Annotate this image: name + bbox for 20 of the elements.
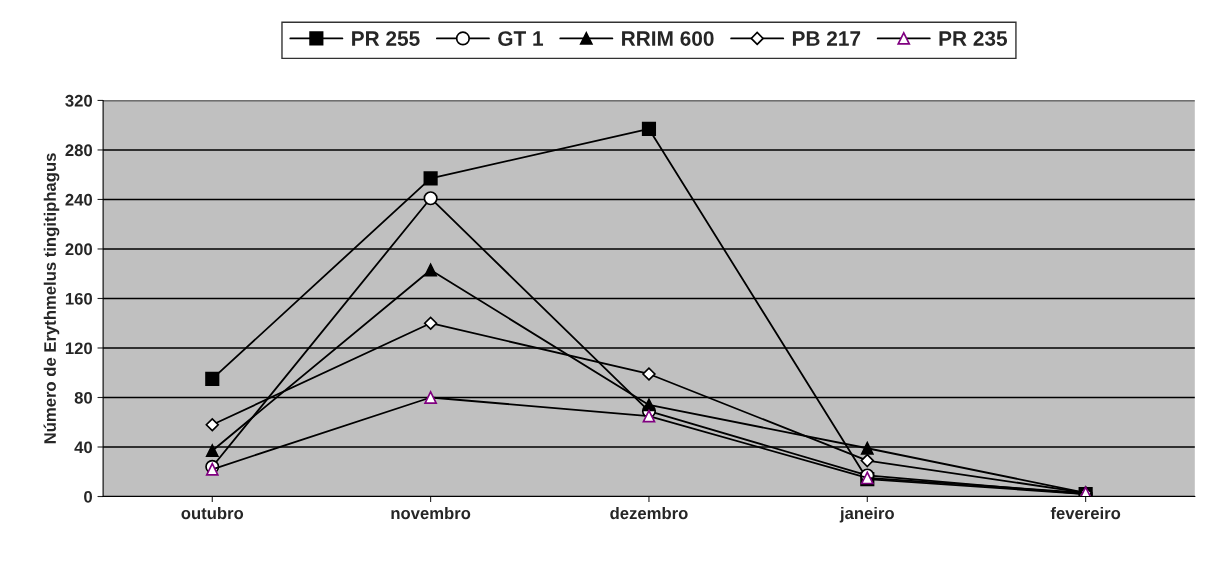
y-tick-label: 200 [65, 243, 93, 256]
y-axis-title: Número de Erythmelus tingitiphagus [43, 153, 60, 444]
y-tick-label: 0 [84, 490, 93, 503]
y-tick-label: 240 [65, 193, 93, 206]
x-tick-label: fevereiro [1050, 506, 1121, 520]
y-tick-label: 160 [65, 292, 93, 305]
y-tick-label: 280 [65, 144, 93, 157]
x-tick-label: novembro [391, 506, 471, 520]
y-tick-label: 320 [65, 94, 93, 107]
legend-label: PR 235 [939, 31, 1008, 46]
y-tick-label: 40 [74, 441, 93, 454]
x-tick-label: dezembro [610, 506, 688, 520]
legend-label: PR 255 [352, 31, 420, 46]
y-tick-label: 80 [74, 391, 93, 404]
x-tick-label: outubro [181, 506, 244, 520]
x-tick-label: janeiro [839, 506, 894, 523]
legend-label: GT 1 [498, 31, 544, 46]
legend-label: RRIM 600 [622, 31, 714, 46]
y-tick-label: 120 [65, 342, 93, 355]
legend-label: PB 217 [792, 31, 861, 46]
